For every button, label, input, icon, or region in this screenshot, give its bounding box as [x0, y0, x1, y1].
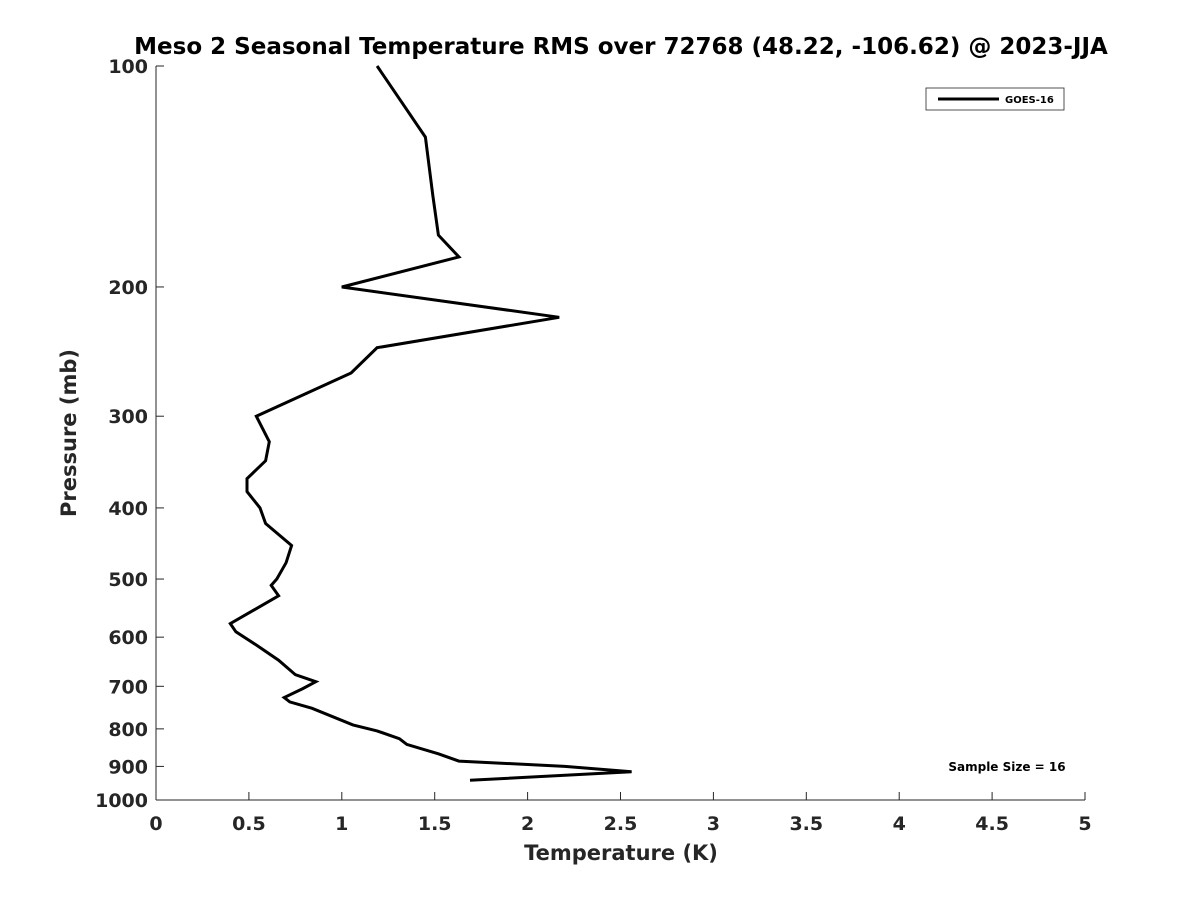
chart-title: Meso 2 Seasonal Temperature RMS over 727…	[134, 34, 1108, 60]
y-tick-label: 700	[108, 676, 148, 698]
x-tick-label: 3	[707, 813, 720, 835]
y-axis-ticks: 100 200 300 400 500 600 700 800 900 1000	[95, 56, 164, 812]
x-tick-label: 2.5	[604, 813, 638, 835]
x-axis-ticks: 0 0.5 1 1.5 2 2.5 3 3.5 4 4.5 5	[149, 792, 1092, 835]
x-tick-label: 2	[521, 813, 534, 835]
series-line-goes-16	[228, 65, 632, 782]
y-tick-label: 200	[108, 277, 148, 299]
y-tick-label: 500	[108, 569, 148, 591]
x-tick-label: 4.5	[975, 813, 1009, 835]
series-layer	[228, 65, 632, 782]
y-tick-label: 1000	[95, 790, 148, 812]
legend: GOES-16	[925, 87, 1065, 111]
x-tick-label: 4	[893, 813, 906, 835]
x-axis-label: Temperature (K)	[524, 841, 718, 865]
y-tick-label: 100	[108, 56, 148, 78]
x-tick-label: 1.5	[418, 813, 452, 835]
y-tick-label: 400	[108, 498, 148, 520]
x-tick-label: 3.5	[789, 813, 823, 835]
x-tick-label: 0	[149, 813, 162, 835]
x-tick-label: 5	[1078, 813, 1091, 835]
y-tick-label: 300	[108, 406, 148, 428]
x-tick-label: 1	[335, 813, 348, 835]
x-tick-label: 0.5	[232, 813, 266, 835]
sample-size-note: Sample Size = 16	[948, 760, 1065, 774]
y-tick-label: 600	[108, 627, 148, 649]
y-tick-label: 800	[108, 719, 148, 741]
y-tick-label: 900	[108, 756, 148, 778]
legend-label: GOES-16	[1005, 95, 1054, 106]
y-axis-label: Pressure (mb)	[57, 349, 81, 517]
